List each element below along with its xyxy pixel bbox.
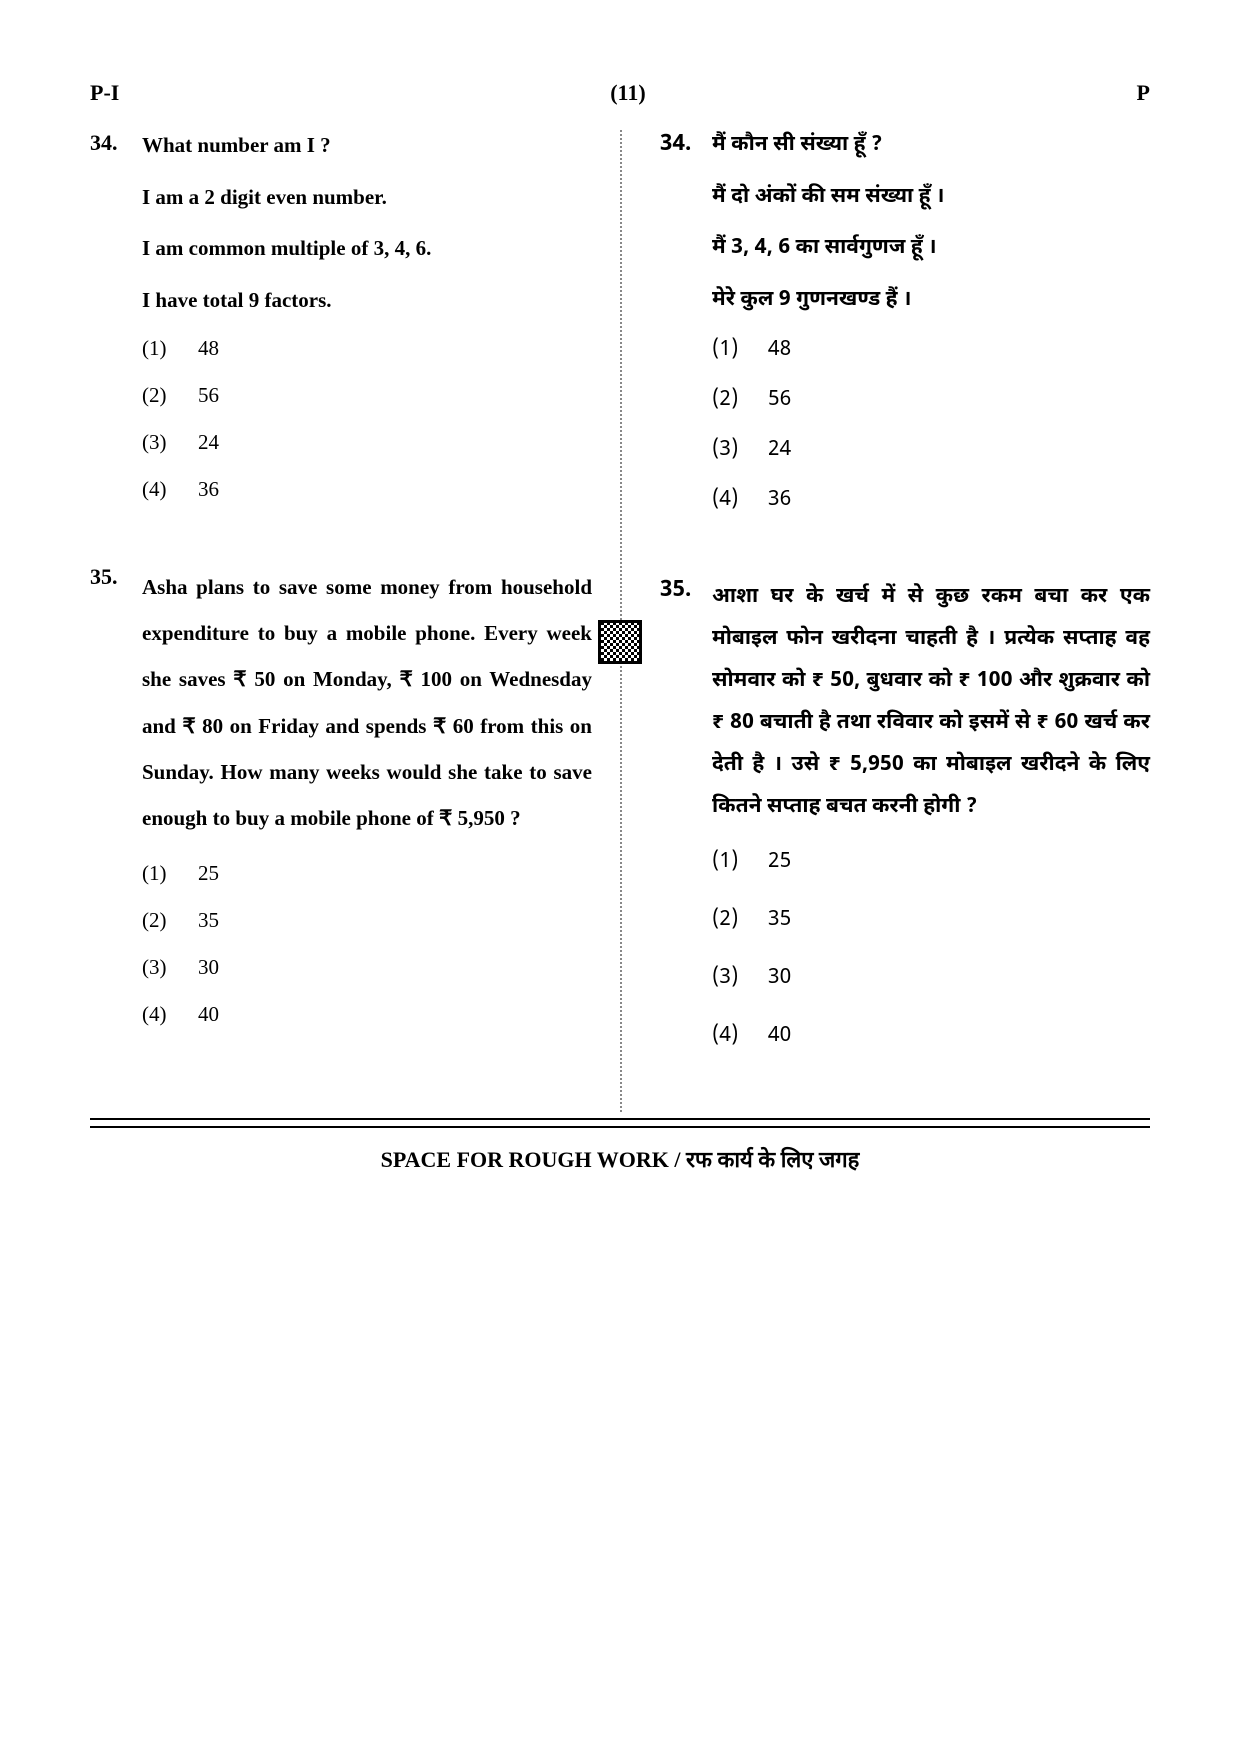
question-stem: आशा घर के खर्च में से कुछ रकम बचा कर एक … [712, 576, 1150, 828]
option-number: (4) [712, 486, 768, 514]
question-34-en: 34. What number am I ? I am a 2 digit ev… [90, 130, 592, 524]
option-text: 35 [768, 906, 791, 934]
option: (3)24 [142, 430, 592, 455]
option-text: 24 [768, 436, 791, 464]
option: (1)48 [142, 336, 592, 361]
option-number: (4) [142, 477, 198, 502]
question-body: What number am I ? I am a 2 digit even n… [142, 130, 592, 524]
option-number: (3) [712, 964, 768, 992]
option: (2)56 [712, 386, 1150, 414]
option: (1)25 [712, 848, 1150, 876]
header-right: P [1137, 80, 1150, 106]
question-body: Asha plans to save some money from house… [142, 564, 592, 1049]
option-text: 56 [198, 383, 219, 408]
option: (3)30 [142, 955, 592, 980]
option-text: 48 [198, 336, 219, 361]
option: (4)40 [142, 1002, 592, 1027]
question-stem: Asha plans to save some money from house… [142, 564, 592, 841]
question-body: मैं कौन सी संख्या हूँ ? मैं दो अंकों की … [712, 130, 1150, 536]
page-header: P-I (11) P [90, 80, 1150, 106]
question-line: I have total 9 factors. [142, 285, 592, 317]
option-number: (2) [142, 383, 198, 408]
option: (2)35 [712, 906, 1150, 934]
option-text: 25 [768, 848, 791, 876]
question-line: मेरे कुल 9 गुणनखण्ड हैं । [712, 285, 1150, 317]
question-number: 35. [90, 564, 142, 1049]
option-number: (2) [142, 908, 198, 933]
option-text: 35 [198, 908, 219, 933]
question-35-hi: 35. आशा घर के खर्च में से कुछ रकम बचा कर… [660, 576, 1150, 1072]
option: (2)35 [142, 908, 592, 933]
option-text: 30 [198, 955, 219, 980]
option-number: (1) [712, 336, 768, 364]
question-line: I am common multiple of 3, 4, 6. [142, 233, 592, 265]
option-text: 40 [768, 1022, 791, 1050]
option-text: 48 [768, 336, 791, 364]
option-text: 30 [768, 964, 791, 992]
option-text: 40 [198, 1002, 219, 1027]
option-number: (1) [142, 336, 198, 361]
option: (2)56 [142, 383, 592, 408]
question-34-hi: 34. मैं कौन सी संख्या हूँ ? मैं दो अंकों… [660, 130, 1150, 536]
left-column: 34. What number am I ? I am a 2 digit ev… [90, 130, 620, 1112]
options: (1)48 (2)56 (3)24 (4)36 [712, 336, 1150, 514]
option-number: (3) [142, 955, 198, 980]
option: (1)25 [142, 861, 592, 886]
option: (4)36 [142, 477, 592, 502]
option-number: (3) [142, 430, 198, 455]
option: (3)30 [712, 964, 1150, 992]
right-column: 34. मैं कौन सी संख्या हूँ ? मैं दो अंकों… [620, 130, 1150, 1112]
option-number: (1) [712, 848, 768, 876]
option-number: (2) [712, 906, 768, 934]
divider-line [90, 1126, 1150, 1128]
question-line: I am a 2 digit even number. [142, 182, 592, 214]
header-left: P-I [90, 80, 119, 106]
content-area: 34. What number am I ? I am a 2 digit ev… [90, 130, 1150, 1112]
question-number: 35. [660, 576, 712, 1072]
question-number: 34. [660, 130, 712, 536]
option: (4)36 [712, 486, 1150, 514]
option-text: 36 [768, 486, 791, 514]
option: (3)24 [712, 436, 1150, 464]
option-text: 25 [198, 861, 219, 886]
option-text: 56 [768, 386, 791, 414]
question-line: मैं 3, 4, 6 का सार्वगुणज हूँ । [712, 233, 1150, 265]
question-body: आशा घर के खर्च में से कुछ रकम बचा कर एक … [712, 576, 1150, 1072]
option-number: (4) [142, 1002, 198, 1027]
option-text: 36 [198, 477, 219, 502]
question-35-en: 35. Asha plans to save some money from h… [90, 564, 592, 1049]
option: (1)48 [712, 336, 1150, 364]
header-center: (11) [610, 80, 645, 106]
options: (1)25 (2)35 (3)30 (4)40 [712, 848, 1150, 1050]
options: (1)25 (2)35 (3)30 (4)40 [142, 861, 592, 1027]
option-number: (2) [712, 386, 768, 414]
option-number: (4) [712, 1022, 768, 1050]
question-line: What number am I ? [142, 130, 592, 162]
qr-code-icon [598, 620, 642, 664]
question-line: मैं कौन सी संख्या हूँ ? [712, 130, 1150, 162]
option-text: 24 [198, 430, 219, 455]
rough-work-label: SPACE FOR ROUGH WORK / रफ कार्य के लिए ज… [90, 1144, 1150, 1174]
options: (1)48 (2)56 (3)24 (4)36 [142, 336, 592, 502]
question-line: मैं दो अंकों की सम संख्या हूँ । [712, 182, 1150, 214]
option: (4)40 [712, 1022, 1150, 1050]
divider-line [90, 1118, 1150, 1120]
question-number: 34. [90, 130, 142, 524]
option-number: (3) [712, 436, 768, 464]
option-number: (1) [142, 861, 198, 886]
